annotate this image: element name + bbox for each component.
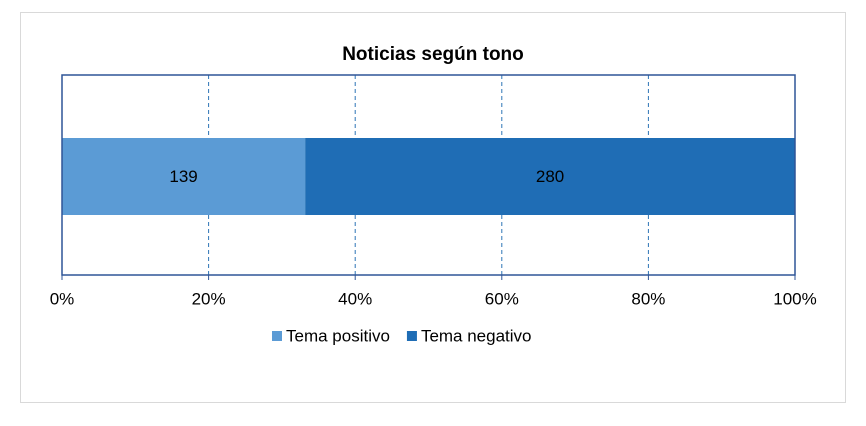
legend-swatch xyxy=(406,331,417,341)
chart-title: Noticias según tono xyxy=(342,44,524,65)
data-label: 139 xyxy=(169,167,197,186)
legend-label: Tema negativo xyxy=(421,326,532,345)
legend-label: Tema positivo xyxy=(286,326,390,345)
x-tick-label: 0% xyxy=(50,289,75,308)
plot-border xyxy=(61,74,796,276)
x-tick-label: 100% xyxy=(773,289,816,308)
bar-segment xyxy=(305,138,795,215)
data-label: 280 xyxy=(536,167,564,186)
x-tick-label: 40% xyxy=(338,289,372,308)
legend-swatch xyxy=(272,331,282,341)
x-tick-label: 60% xyxy=(485,289,519,308)
x-tick-label: 80% xyxy=(631,289,665,308)
x-tick-label: 20% xyxy=(192,289,226,308)
bar-segment xyxy=(62,138,306,215)
